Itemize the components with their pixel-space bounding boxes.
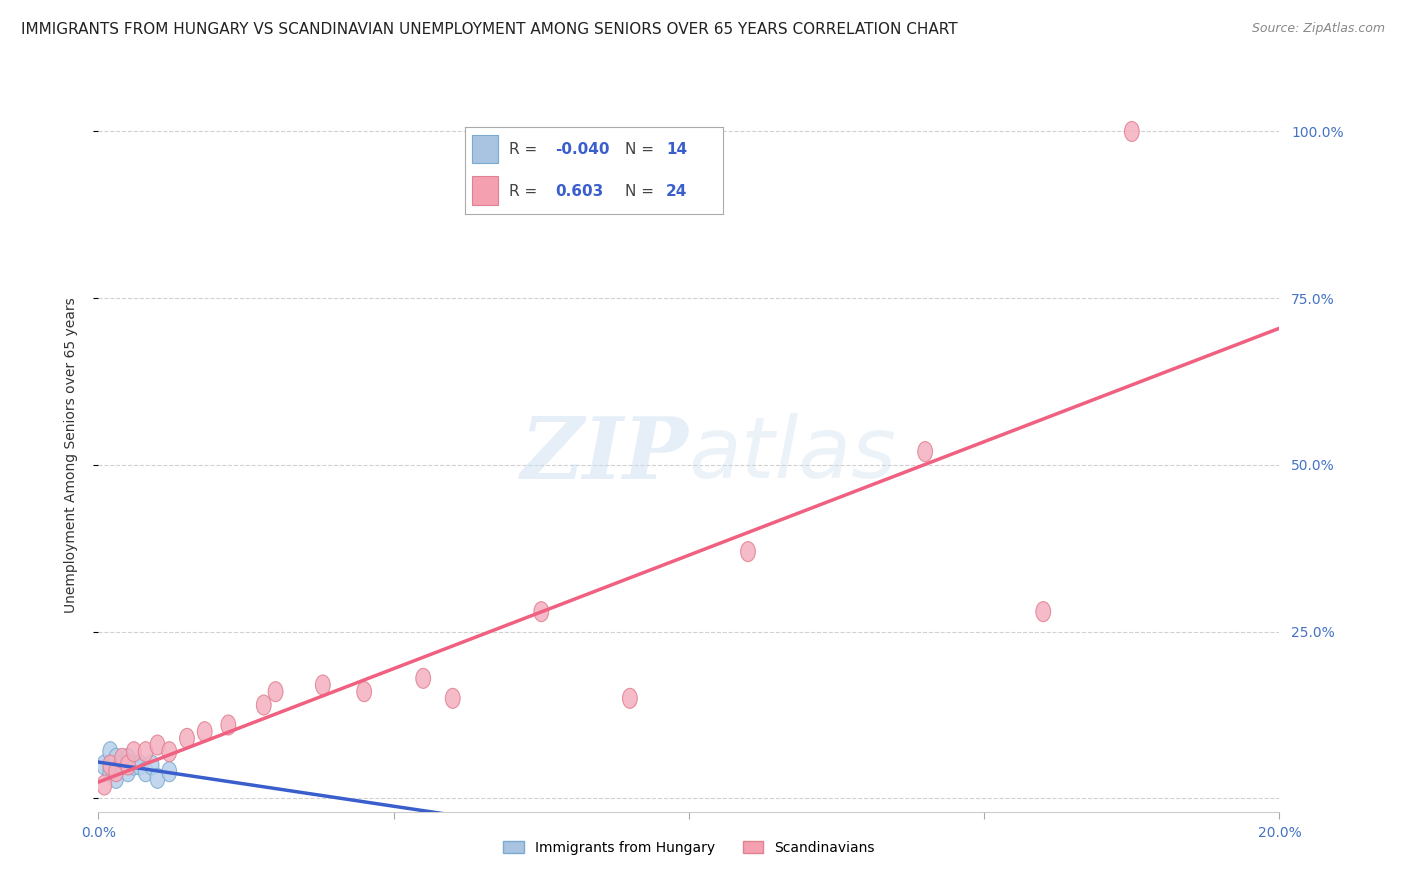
Ellipse shape bbox=[150, 735, 165, 755]
Ellipse shape bbox=[127, 755, 141, 775]
Ellipse shape bbox=[256, 695, 271, 715]
Ellipse shape bbox=[115, 748, 129, 768]
Ellipse shape bbox=[1036, 601, 1050, 622]
Legend: Immigrants from Hungary, Scandinavians: Immigrants from Hungary, Scandinavians bbox=[503, 841, 875, 855]
Ellipse shape bbox=[197, 722, 212, 741]
FancyBboxPatch shape bbox=[472, 135, 498, 163]
Ellipse shape bbox=[357, 681, 371, 702]
Ellipse shape bbox=[115, 755, 129, 775]
Ellipse shape bbox=[221, 715, 236, 735]
Ellipse shape bbox=[121, 748, 135, 768]
Ellipse shape bbox=[269, 681, 283, 702]
Text: 0.603: 0.603 bbox=[555, 184, 603, 199]
Ellipse shape bbox=[121, 755, 135, 775]
Ellipse shape bbox=[108, 762, 124, 781]
Ellipse shape bbox=[127, 741, 141, 762]
Y-axis label: Unemployment Among Seniors over 65 years: Unemployment Among Seniors over 65 years bbox=[63, 297, 77, 613]
Ellipse shape bbox=[97, 775, 111, 795]
Text: ZIP: ZIP bbox=[522, 413, 689, 497]
Text: -0.040: -0.040 bbox=[555, 142, 610, 157]
Text: R =: R = bbox=[509, 142, 541, 157]
Ellipse shape bbox=[138, 762, 153, 781]
Ellipse shape bbox=[162, 762, 177, 781]
Ellipse shape bbox=[416, 668, 430, 689]
Ellipse shape bbox=[138, 741, 153, 762]
Ellipse shape bbox=[121, 762, 135, 781]
Text: 24: 24 bbox=[666, 184, 688, 199]
Ellipse shape bbox=[1125, 121, 1139, 142]
Ellipse shape bbox=[108, 748, 124, 768]
Ellipse shape bbox=[918, 442, 932, 461]
Ellipse shape bbox=[132, 755, 148, 775]
Ellipse shape bbox=[534, 601, 548, 622]
FancyBboxPatch shape bbox=[472, 177, 498, 205]
Ellipse shape bbox=[623, 689, 637, 708]
Ellipse shape bbox=[162, 741, 177, 762]
Text: Source: ZipAtlas.com: Source: ZipAtlas.com bbox=[1251, 22, 1385, 36]
Ellipse shape bbox=[315, 675, 330, 695]
Text: N =: N = bbox=[624, 142, 658, 157]
Ellipse shape bbox=[741, 541, 755, 562]
Ellipse shape bbox=[150, 768, 165, 789]
Ellipse shape bbox=[180, 729, 194, 748]
Ellipse shape bbox=[103, 755, 118, 775]
Ellipse shape bbox=[103, 741, 118, 762]
Text: atlas: atlas bbox=[689, 413, 897, 497]
Text: N =: N = bbox=[624, 184, 658, 199]
Ellipse shape bbox=[446, 689, 460, 708]
Ellipse shape bbox=[145, 755, 159, 775]
Text: IMMIGRANTS FROM HUNGARY VS SCANDINAVIAN UNEMPLOYMENT AMONG SENIORS OVER 65 YEARS: IMMIGRANTS FROM HUNGARY VS SCANDINAVIAN … bbox=[21, 22, 957, 37]
Ellipse shape bbox=[108, 768, 124, 789]
Text: 14: 14 bbox=[666, 142, 688, 157]
Text: R =: R = bbox=[509, 184, 547, 199]
Ellipse shape bbox=[97, 755, 111, 775]
Ellipse shape bbox=[103, 762, 118, 781]
